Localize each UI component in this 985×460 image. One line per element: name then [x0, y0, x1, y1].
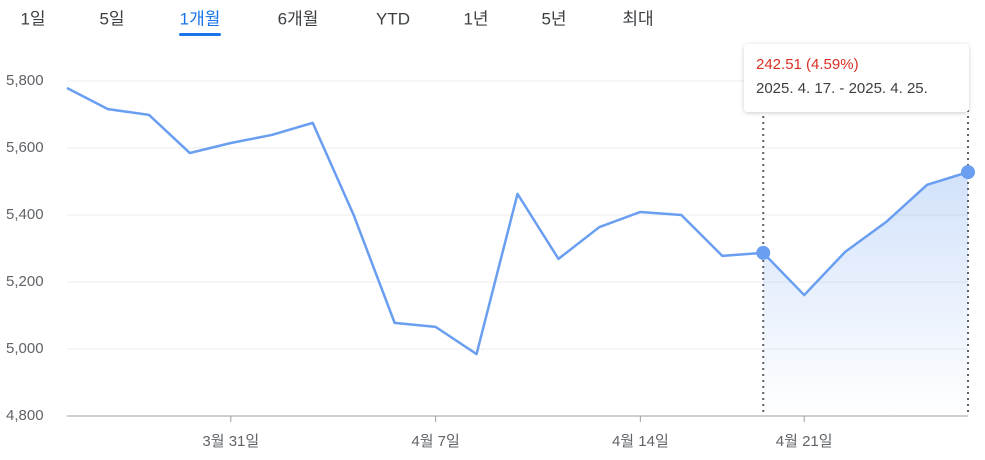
tab[interactable]: 5일: [99, 9, 124, 28]
tab[interactable]: 1년: [463, 9, 488, 28]
tab[interactable]: 최대: [622, 9, 653, 28]
tab[interactable]: 5년: [541, 9, 566, 28]
x-tick-label: 3월 31일: [202, 433, 259, 450]
tooltip-change: 242.51 (4.59%): [756, 56, 859, 73]
y-tick-label: 5,400: [6, 206, 44, 223]
selection-dot: [756, 245, 771, 260]
tab[interactable]: 6개월: [278, 9, 319, 28]
tab-indicator: [179, 33, 221, 36]
tab[interactable]: 1개월: [180, 9, 221, 28]
selection-dot: [961, 165, 975, 180]
x-tick-label: 4월 14일: [612, 433, 669, 450]
x-tick-label: 4월 21일: [776, 433, 833, 450]
tab[interactable]: YTD: [376, 9, 410, 28]
x-tick-label: 4월 7일: [411, 433, 459, 450]
tooltip-range: 2025. 4. 17. - 2025. 4. 25.: [756, 80, 928, 97]
price-line: [66, 86, 969, 356]
y-tick-label: 5,800: [6, 72, 44, 89]
y-tick-label: 5,600: [6, 139, 44, 156]
tab[interactable]: 1일: [20, 9, 45, 28]
y-tick-label: 5,000: [6, 340, 44, 357]
highlight-area: [763, 172, 968, 416]
y-tick-label: 5,200: [6, 273, 44, 290]
tooltip-box: [744, 44, 969, 112]
y-tick-label: 4,800: [6, 407, 44, 424]
